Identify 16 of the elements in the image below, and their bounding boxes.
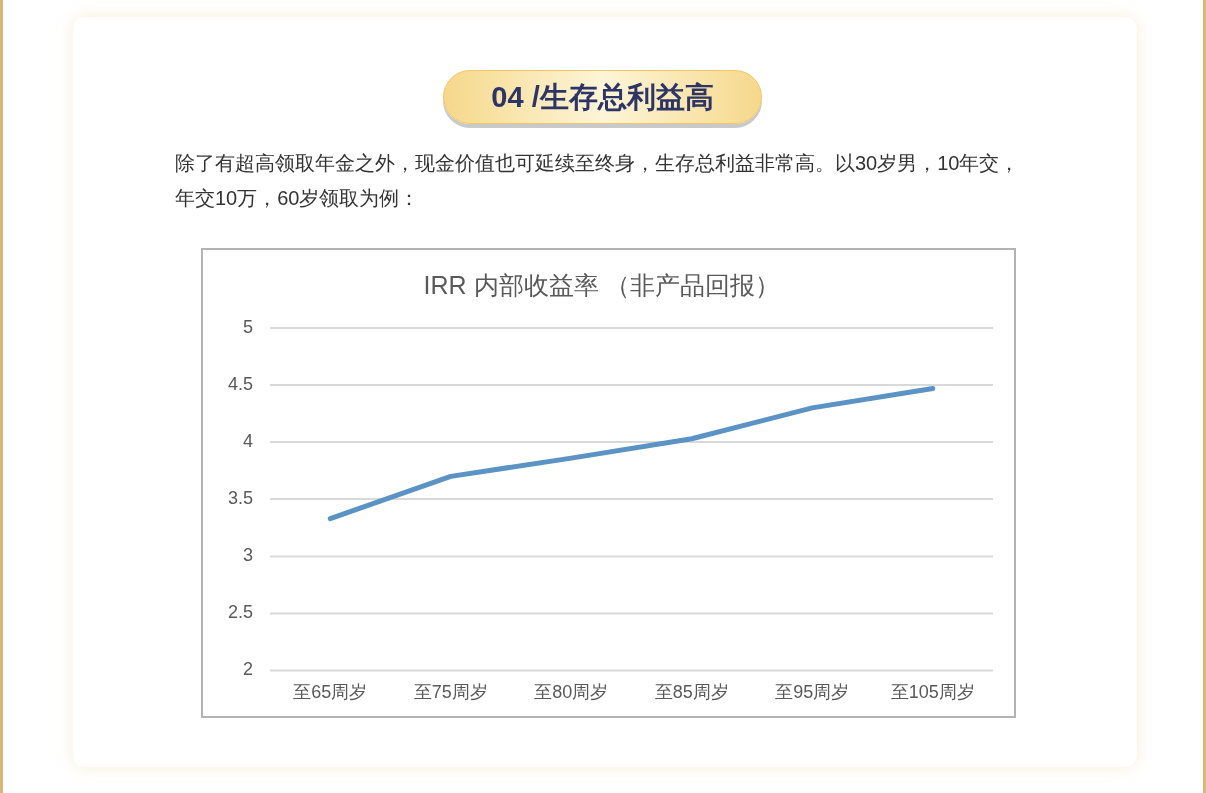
x-tick-label: 至105周岁 (890, 682, 975, 703)
y-tick-label: 3 (243, 545, 254, 566)
x-tick-label: 至65周岁 (293, 682, 368, 703)
chart-title: IRR 内部收益率 （非产品回报） (423, 270, 781, 299)
y-tick-label: 2 (243, 659, 254, 680)
x-tick-label: 至75周岁 (413, 682, 488, 703)
y-tick-label: 3.5 (227, 488, 254, 509)
text: 04 /生存总利益高 (443, 70, 762, 124)
text: 除了有超高领取年金之外，现金价值也可延续至终身，生存总利益非常高。以30岁男，10年交，年交10万，60岁领取为例： (175, 151, 1021, 211)
x-tick-label: 至85周岁 (654, 682, 729, 703)
y-tick-label: 4.5 (227, 374, 254, 395)
y-tick-label: 2.5 (227, 602, 254, 623)
x-tick-label: 至95周岁 (775, 682, 850, 703)
y-tick-label: 4 (243, 431, 254, 452)
y-tick-label: 5 (243, 316, 254, 337)
x-tick-label: 至80周岁 (534, 682, 609, 703)
